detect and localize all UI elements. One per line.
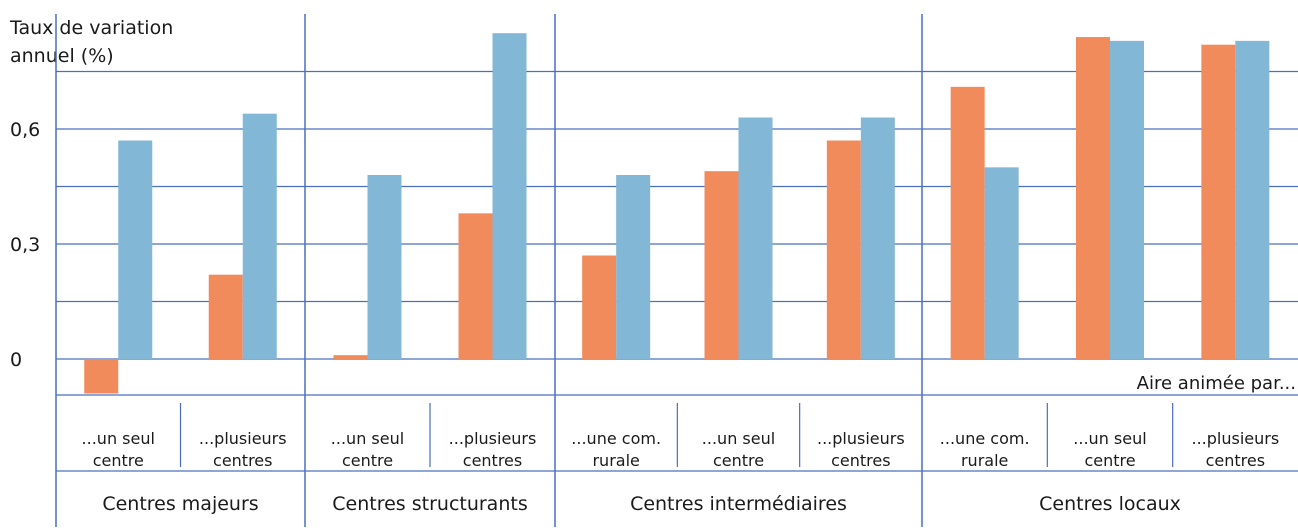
bar-orange <box>1201 44 1236 359</box>
category-label: ...un seul <box>702 429 775 448</box>
bar-orange <box>704 171 739 359</box>
bar-orange <box>208 274 243 359</box>
category-label: rurale <box>592 451 639 470</box>
category-label: centre <box>93 451 144 470</box>
bar-orange <box>582 255 617 359</box>
bar-blue <box>492 33 527 359</box>
bar-blue <box>118 140 153 359</box>
y-axis-label-line-1: Taux de variation <box>10 17 174 39</box>
category-label: centres <box>463 451 522 470</box>
bar-orange <box>84 359 119 394</box>
bar-orange <box>333 355 368 359</box>
category-label: centres <box>831 451 890 470</box>
category-label: centre <box>1084 451 1135 470</box>
y-axis-label-line-2: annuel (%) <box>10 45 114 67</box>
category-label: ...plusieurs <box>199 429 287 448</box>
category-label: ...une com. <box>571 429 661 448</box>
group-label: Centres intermédiaires <box>630 493 847 515</box>
bar-blue <box>242 113 277 359</box>
group-label: Centres locaux <box>1039 493 1181 515</box>
y-axis-label: Taux de variation annuel (%) <box>10 14 210 70</box>
y-tick-label: 0,3 <box>10 234 40 256</box>
y-tick-label: 0,6 <box>10 119 40 141</box>
category-label: rurale <box>961 451 1008 470</box>
category-label: ...un seul <box>331 429 404 448</box>
bar-blue <box>616 175 651 359</box>
category-label: centre <box>342 451 393 470</box>
category-label: centres <box>1206 451 1265 470</box>
category-label: ...un seul <box>1073 429 1146 448</box>
bar-blue <box>1110 40 1144 360</box>
category-label: centres <box>213 451 272 470</box>
bar-blue <box>738 117 773 359</box>
bar-blue <box>984 167 1019 359</box>
bar-orange <box>826 140 861 359</box>
bar-orange <box>1076 37 1110 359</box>
category-label: ...plusieurs <box>817 429 905 448</box>
group-label: Centres majeurs <box>102 493 258 515</box>
bar-blue <box>860 117 895 359</box>
category-label: ...une com. <box>940 429 1030 448</box>
category-label: centre <box>713 451 764 470</box>
bar-orange <box>458 213 493 359</box>
category-label: ...plusieurs <box>449 429 537 448</box>
category-label: ...un seul <box>82 429 155 448</box>
y-tick-label: 0 <box>10 349 22 371</box>
annotation-aire-animee: Aire animée par... <box>1137 373 1296 394</box>
bar-blue <box>367 175 402 359</box>
category-label: ...plusieurs <box>1191 429 1279 448</box>
bar-blue <box>1235 40 1270 360</box>
group-label: Centres structurants <box>332 493 527 515</box>
bar-orange <box>950 86 985 360</box>
